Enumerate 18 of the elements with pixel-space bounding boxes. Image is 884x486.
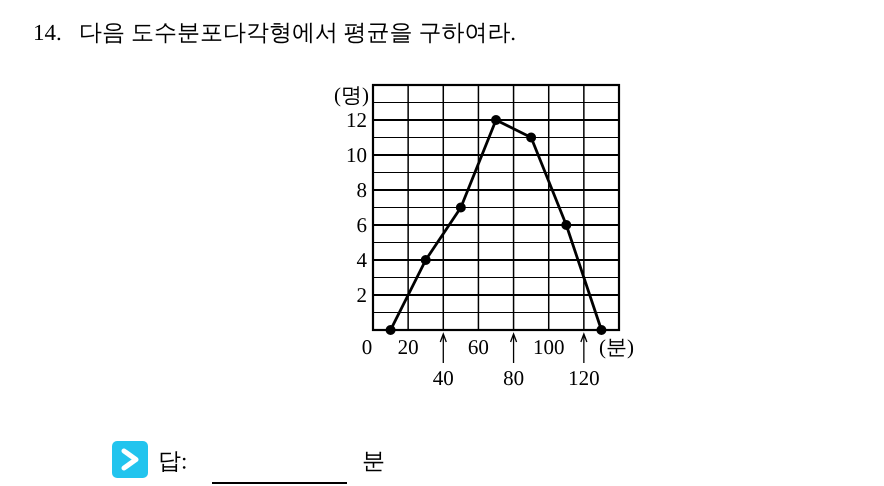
x-tick-label: 20 bbox=[398, 335, 419, 359]
text: 분 bbox=[362, 448, 385, 474]
y-tick-label: 12 bbox=[346, 108, 367, 132]
text: 40 bbox=[432, 366, 454, 390]
chart-title: 14. 다음 도수분포다각형에서 평균을 구하여라. bbox=[33, 20, 516, 45]
y-tick-label: 2 bbox=[356, 283, 367, 307]
x-tick-label: 0 bbox=[362, 335, 372, 359]
y-tick-label: 10 bbox=[346, 143, 367, 167]
x-tick-label: 100 bbox=[532, 335, 564, 359]
x-axis-title: (분) bbox=[599, 335, 634, 359]
y-tick-label: 8 bbox=[356, 178, 367, 202]
text: 80 bbox=[503, 366, 524, 390]
y-tick-label: 4 bbox=[356, 248, 368, 272]
text: 120 bbox=[568, 366, 600, 390]
y-axis-title: (명) bbox=[334, 83, 369, 107]
y-tick-label: 6 bbox=[356, 213, 367, 237]
text: 답: bbox=[158, 448, 188, 474]
x-tick-label: 60 bbox=[468, 335, 489, 359]
